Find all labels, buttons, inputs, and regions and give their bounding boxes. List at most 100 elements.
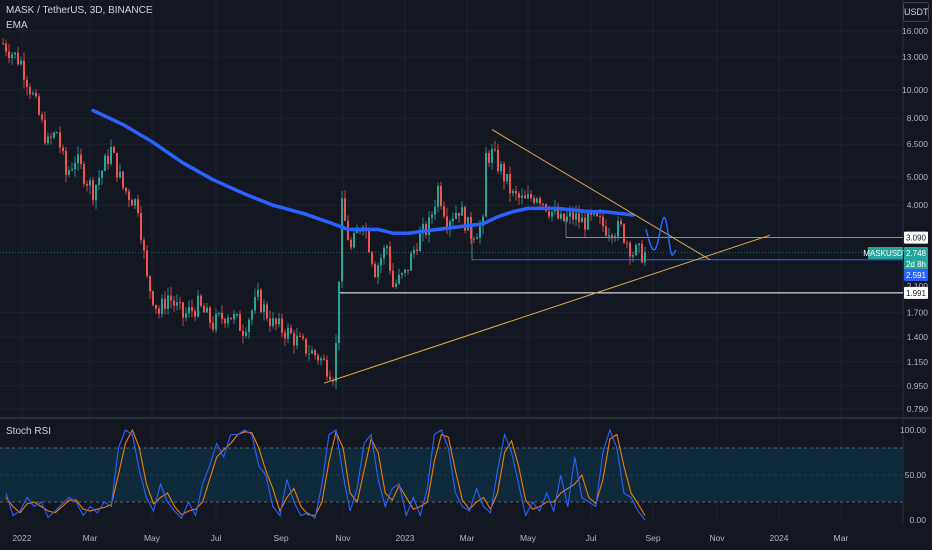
candlestick-series	[2, 38, 646, 390]
candle-133	[401, 272, 403, 279]
candle-body	[74, 163, 76, 170]
candle-41	[125, 187, 127, 195]
candle-body	[413, 249, 415, 254]
candle-body	[512, 190, 514, 194]
candle-152	[458, 212, 460, 223]
candle-207	[623, 223, 625, 245]
candle-body	[77, 154, 79, 164]
candle-154	[464, 205, 466, 234]
candle-body	[440, 185, 442, 207]
candle-0	[2, 38, 4, 45]
candle-205	[617, 216, 619, 241]
candle-31	[95, 184, 97, 210]
currency-button[interactable]: USDT	[903, 2, 929, 22]
candle-body	[47, 136, 49, 144]
label-2591: 2.591	[904, 269, 928, 281]
candle-body	[191, 307, 193, 312]
candle-128	[386, 244, 388, 255]
candle-90	[272, 312, 274, 329]
candle-body	[302, 336, 304, 339]
candle-body	[194, 311, 196, 317]
candle-body	[614, 236, 616, 239]
candle-45	[137, 194, 139, 217]
candle-29	[89, 177, 91, 194]
candle-76	[230, 317, 232, 320]
candle-body	[56, 132, 58, 134]
label-symbol: MASKUSDT	[863, 247, 908, 259]
candle-body	[182, 302, 184, 318]
candle-157	[473, 236, 475, 244]
price-tick: 0.950	[907, 381, 929, 391]
ema-indicator-label[interactable]: EMA	[6, 20, 28, 31]
stoch-rsi-pane	[0, 428, 903, 521]
candle-body	[98, 177, 100, 185]
candle-111	[335, 334, 337, 390]
candle-body	[221, 313, 223, 320]
candle-body	[431, 214, 433, 218]
projection-path	[645, 216, 677, 256]
candle-67	[203, 302, 205, 313]
candle-73	[221, 305, 223, 325]
candle-142	[428, 211, 430, 243]
candle-body	[62, 147, 64, 152]
candle-172	[518, 190, 520, 205]
candle-body	[551, 211, 553, 217]
candle-body	[491, 149, 493, 163]
candle-80	[242, 324, 244, 344]
candle-body	[281, 318, 283, 333]
label-countdown-text: 2d 8h	[906, 260, 926, 269]
price-tick: 1.400	[907, 332, 929, 342]
candle-103	[311, 345, 313, 354]
candle-body	[158, 308, 160, 314]
candle-92	[278, 313, 280, 328]
label-symbol-text: MASKUSDT	[863, 249, 908, 258]
candle-body	[44, 119, 46, 144]
candle-body	[266, 304, 268, 319]
candle-body	[116, 152, 118, 178]
candle-body	[104, 155, 106, 171]
candle-164	[494, 141, 496, 153]
candle-34	[104, 153, 106, 172]
candle-body	[419, 233, 421, 252]
candle-body	[41, 114, 43, 120]
candle-body	[533, 198, 535, 203]
candle-60	[182, 301, 184, 327]
candle-body	[563, 213, 565, 221]
candle-body	[461, 207, 463, 216]
symbol-title[interactable]: MASK / TetherUS, 3D, BINANCE	[6, 5, 153, 16]
candle-body	[572, 212, 574, 220]
candle-body	[245, 331, 247, 336]
candle-194	[584, 212, 586, 239]
candle-body	[122, 171, 124, 188]
candle-body	[299, 335, 301, 337]
candle-body	[542, 203, 544, 205]
label-3090-text: 3.090	[906, 234, 927, 243]
stoch-rsi-label[interactable]: Stoch RSI	[6, 426, 52, 437]
time-axis[interactable]: 2022 Mar May Jul Sep Nov 2023 Mar May Jul Sep Nov 20…	[13, 533, 849, 543]
candle-body	[152, 291, 154, 305]
candle-body	[422, 224, 424, 234]
candle-11	[35, 89, 37, 99]
candle-140	[422, 217, 424, 242]
candle-44	[134, 198, 136, 210]
candle-body	[527, 194, 529, 199]
candle-body	[377, 265, 379, 278]
candle-body	[485, 153, 487, 217]
candle-30	[92, 177, 94, 206]
label-last-price-bg	[904, 247, 928, 259]
candle-body	[140, 213, 142, 241]
candle-body	[605, 226, 607, 236]
candle-66	[200, 294, 202, 308]
price-axis[interactable]: 16.000 13.000 10.000 8.000 6.500 5.000 4.000 2.…	[900, 26, 928, 525]
candle-body	[443, 206, 445, 217]
candle-body	[488, 153, 490, 163]
candle-body	[446, 216, 448, 229]
candle-body	[500, 163, 502, 172]
candle-body	[557, 208, 559, 219]
candle-23	[71, 162, 73, 172]
candle-25	[77, 146, 79, 171]
candle-body	[329, 376, 331, 380]
candle-57	[173, 296, 175, 312]
candle-64	[194, 307, 196, 321]
